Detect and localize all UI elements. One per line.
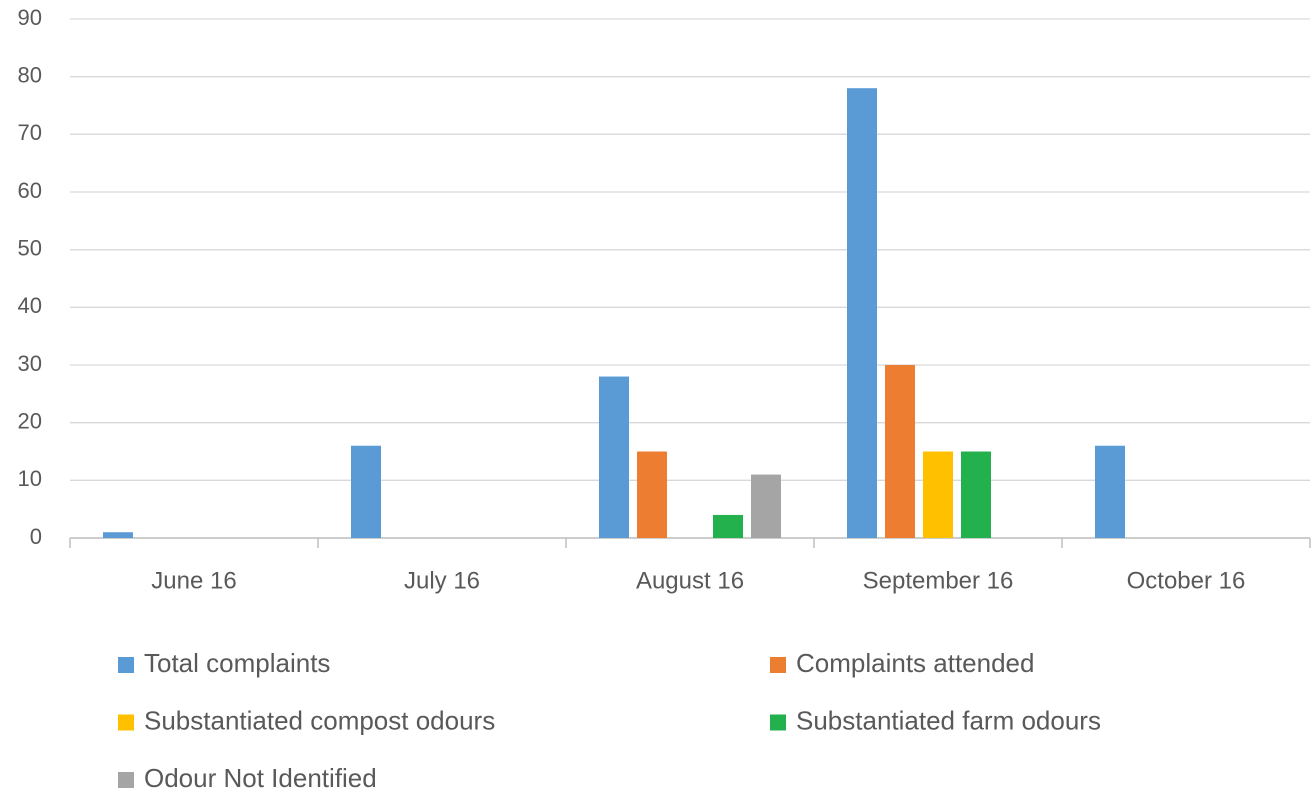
bar: [713, 514, 743, 538]
legend-swatch: [118, 714, 134, 731]
x-tick-label: June 16: [151, 567, 236, 594]
legend-swatch: [118, 657, 134, 673]
bar: [961, 451, 991, 538]
bar: [751, 474, 781, 538]
bar: [103, 532, 133, 538]
legend-label: Substantiated farm odours: [796, 705, 1101, 735]
y-tick-label: 80: [18, 62, 42, 87]
legend-swatch: [118, 772, 134, 788]
y-tick-label: 20: [18, 408, 42, 433]
bar: [1095, 445, 1125, 538]
bar: [847, 88, 877, 538]
bar: [923, 451, 953, 538]
y-tick-label: 30: [18, 351, 42, 376]
y-tick-label: 0: [30, 524, 42, 549]
x-tick-label: August 16: [636, 567, 744, 594]
legend-label: Substantiated compost odours: [144, 705, 495, 735]
x-tick-label: October 16: [1127, 567, 1246, 594]
legend-swatch: [770, 714, 786, 731]
legend-label: Total complaints: [144, 648, 330, 678]
bar: [637, 451, 667, 538]
bar: [351, 445, 381, 538]
bar: [885, 365, 915, 538]
y-tick-label: 10: [18, 466, 42, 491]
y-tick-label: 60: [18, 178, 42, 203]
legend-label: Complaints attended: [796, 648, 1034, 678]
legend-label: Odour Not Identified: [144, 763, 377, 793]
x-tick-label: July 16: [404, 567, 480, 594]
y-tick-label: 70: [18, 120, 42, 145]
y-tick-label: 90: [18, 5, 42, 30]
x-tick-label: September 16: [863, 567, 1014, 594]
y-tick-label: 50: [18, 235, 42, 260]
bar: [599, 376, 629, 538]
y-tick-label: 40: [18, 293, 42, 318]
legend-swatch: [770, 657, 786, 673]
